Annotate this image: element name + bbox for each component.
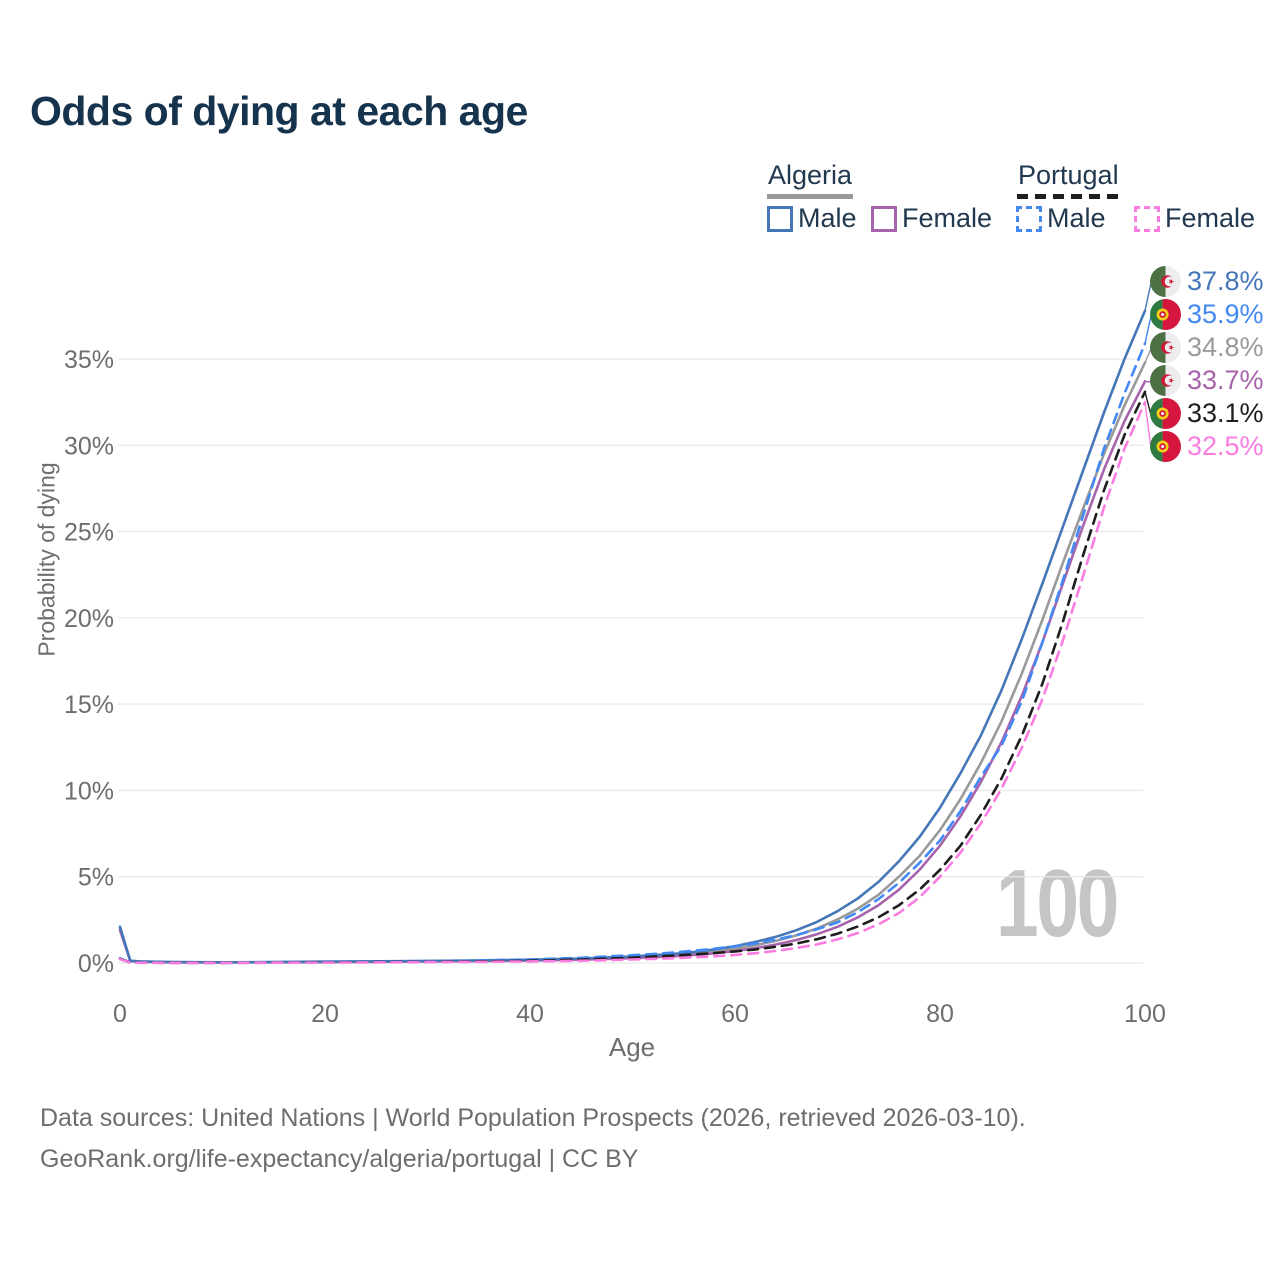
algeria-female-swatch-icon: [871, 205, 897, 232]
end-label-value: 33.1%: [1187, 398, 1264, 428]
algeria-male-swatch-icon: [767, 205, 793, 232]
end-label-portugal-male: 35.9%: [1150, 299, 1264, 330]
y-tick-label: 15%: [64, 691, 114, 719]
series-line-portugal-male[interactable]: [118, 342, 1147, 965]
portugal-male-swatch-icon: [1016, 205, 1042, 232]
y-tick-label: 25%: [64, 519, 114, 547]
y-tick-label: 30%: [64, 432, 114, 460]
end-label-value: 33.7%: [1187, 365, 1264, 395]
algeria-flag-icon: [1150, 266, 1181, 297]
y-axis-title: Probability of dying: [33, 462, 60, 657]
legend-group-portugal: Portugal: [1018, 160, 1119, 190]
x-tick-label: 0: [113, 1000, 127, 1028]
legend-item-algeria-female[interactable]: Female: [871, 203, 992, 234]
y-tick-label: 0%: [78, 950, 114, 978]
y-tick-label: 35%: [64, 346, 114, 374]
end-label-algeria-male: 37.8%: [1150, 266, 1264, 297]
portugal-flag-icon: [1150, 431, 1181, 462]
x-axis-title: Age: [608, 1032, 656, 1062]
y-tick-label: 10%: [64, 777, 114, 805]
page-title: Odds of dying at each age: [30, 88, 528, 134]
hovered-age-watermark: 100: [996, 850, 1119, 957]
data-sources-note: Data sources: United Nations | World Pop…: [40, 1104, 1026, 1132]
legend-portugal-dashed-line-sample: [1017, 194, 1121, 199]
x-tick-label: 40: [516, 1000, 544, 1028]
end-label-algeria-female: 33.7%: [1150, 365, 1264, 396]
algeria-flag-icon: [1150, 365, 1181, 396]
end-label-value: 32.5%: [1187, 431, 1264, 461]
series-line-algeria-male[interactable]: [118, 309, 1147, 964]
end-label-value: 37.8%: [1187, 266, 1264, 296]
end-label-value: 35.9%: [1187, 299, 1264, 329]
end-label-portugal-female: 32.5%: [1150, 431, 1264, 462]
series-line-portugal-female[interactable]: [118, 400, 1147, 965]
x-tick-label: 60: [721, 1000, 749, 1028]
legend-item-label: Female: [902, 203, 993, 233]
series-line-algeria[interactable]: [118, 361, 1147, 964]
legend-item-portugal-female[interactable]: Female: [1134, 203, 1255, 234]
legend-item-label: Female: [1165, 203, 1256, 233]
legend-item-label: Male: [1047, 203, 1106, 233]
x-tick-label: 80: [926, 1000, 954, 1028]
x-tick-label: 20: [311, 1000, 339, 1028]
x-tick-label: 100: [1124, 1000, 1166, 1028]
legend-item-algeria-male[interactable]: Male: [767, 203, 857, 234]
end-label-portugal: 33.1%: [1150, 398, 1264, 429]
end-label-algeria: 34.8%: [1150, 332, 1264, 363]
y-tick-label: 20%: [64, 605, 114, 633]
y-tick-label: 5%: [78, 864, 114, 892]
legend-item-label: Male: [798, 203, 857, 233]
portugal-flag-icon: [1150, 299, 1181, 330]
series-line-algeria-female[interactable]: [118, 380, 1147, 964]
legend-group-algeria: Algeria: [768, 160, 853, 190]
algeria-flag-icon: [1150, 332, 1181, 363]
portugal-female-swatch-icon: [1134, 205, 1160, 232]
legend-item-portugal-male[interactable]: Male: [1016, 203, 1106, 234]
attribution-note: GeoRank.org/life-expectancy/algeria/port…: [40, 1145, 639, 1173]
end-label-value: 34.8%: [1187, 332, 1264, 362]
portugal-flag-icon: [1150, 398, 1181, 429]
legend-algeria-solid-line-sample: [767, 194, 853, 199]
